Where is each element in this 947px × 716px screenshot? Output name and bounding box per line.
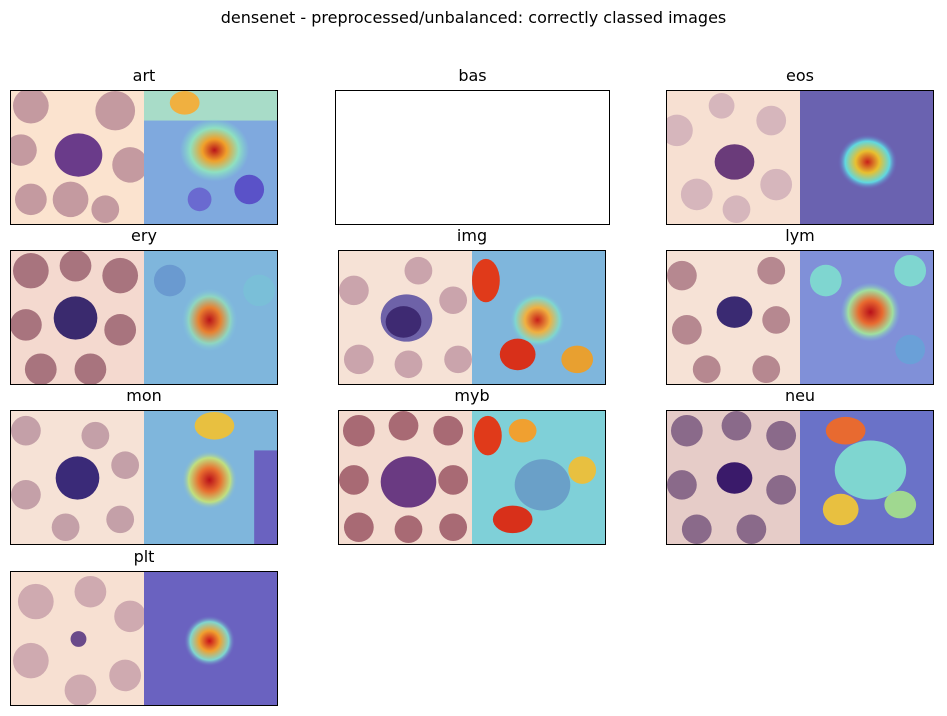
cell-image-lym xyxy=(667,251,933,384)
panel-title-mon: mon xyxy=(126,386,162,405)
panel-ery xyxy=(10,250,278,385)
cell-image-plt xyxy=(11,572,277,705)
panel-neu xyxy=(666,410,934,545)
panel-title-plt: plt xyxy=(133,547,155,566)
cell-image-myb xyxy=(339,411,605,544)
panel-lym xyxy=(666,250,934,385)
cell-image-ery xyxy=(11,251,277,384)
panel-eos xyxy=(666,90,934,225)
cell-image-mon xyxy=(11,411,277,544)
panel-title-bas: bas xyxy=(458,66,487,85)
panel-title-neu: neu xyxy=(784,386,816,405)
panel-title-myb: myb xyxy=(454,386,490,405)
panel-mon xyxy=(10,410,278,545)
panel-title-lym: lym xyxy=(785,226,815,245)
panel-title-eos: eos xyxy=(786,66,814,85)
panel-title-art: art xyxy=(132,66,156,85)
panel-plt xyxy=(10,571,278,706)
cell-image-eos xyxy=(667,91,933,224)
panel-myb xyxy=(338,410,606,545)
figure-title: densenet - preprocessed/unbalanced: corr… xyxy=(220,8,727,27)
cell-image-img xyxy=(339,251,605,384)
panel-bas xyxy=(335,90,610,225)
panel-art xyxy=(10,90,278,225)
panel-title-ery: ery xyxy=(131,226,157,245)
cell-image-art xyxy=(11,91,277,224)
panel-title-img: img xyxy=(456,226,488,245)
cell-image-neu xyxy=(667,411,933,544)
panel-img xyxy=(338,250,606,385)
